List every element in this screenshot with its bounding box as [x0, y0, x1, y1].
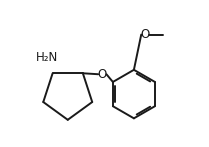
Text: H₂N: H₂N — [36, 51, 59, 64]
Text: O: O — [98, 68, 107, 81]
Text: O: O — [140, 28, 150, 41]
